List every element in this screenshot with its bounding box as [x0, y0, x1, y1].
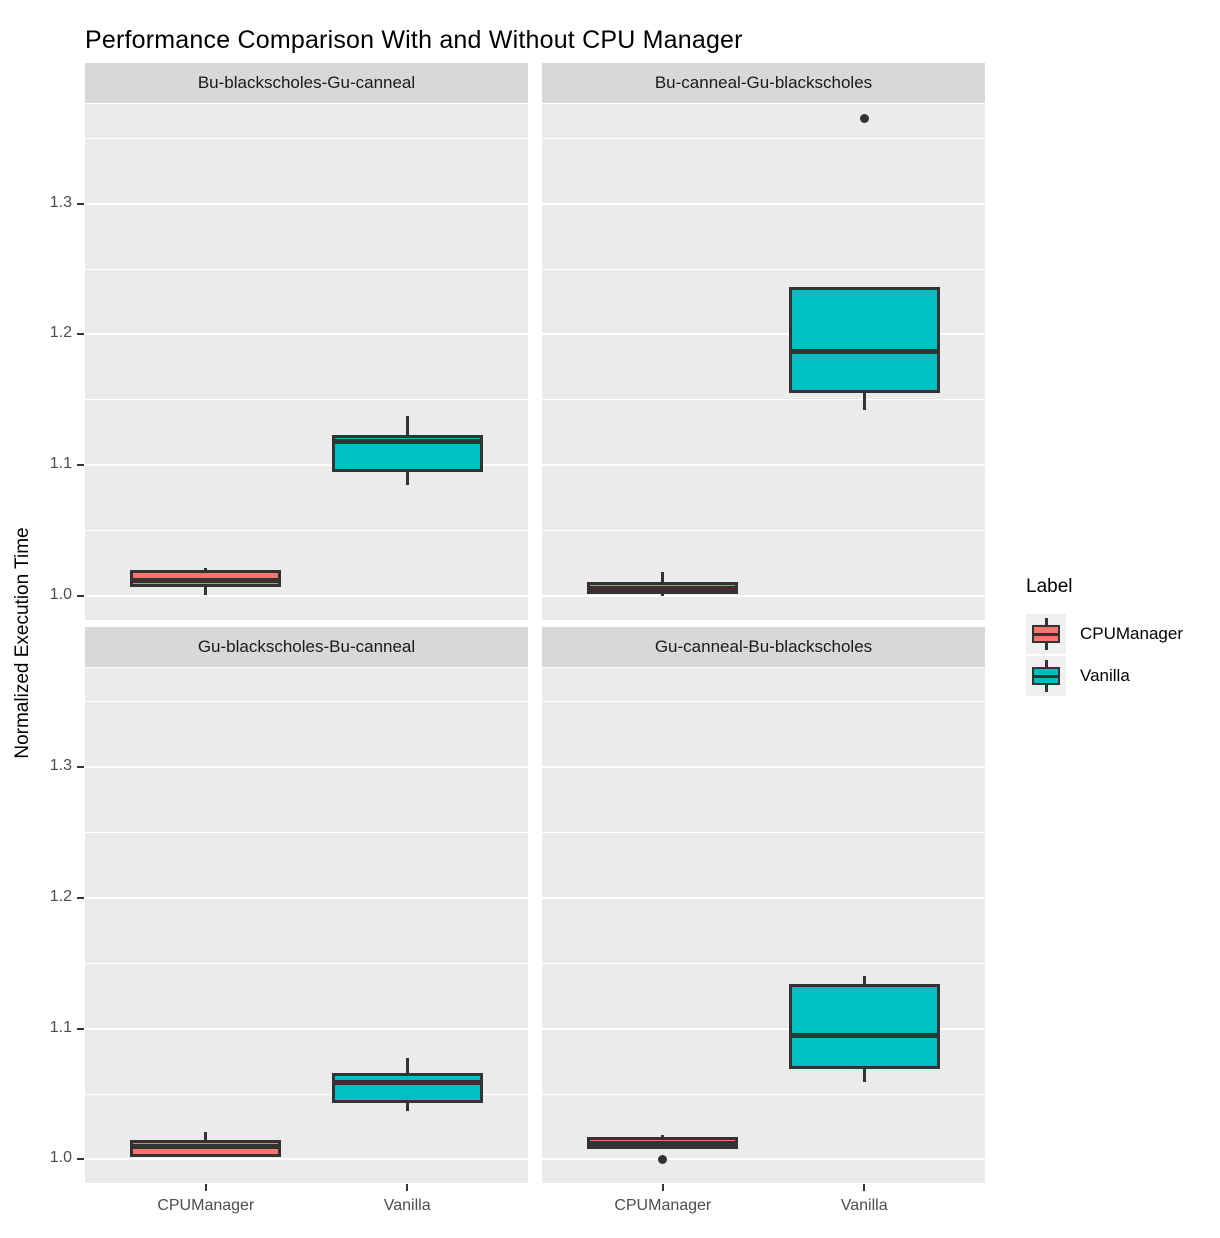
- legend-item-vanilla: Vanilla: [1026, 656, 1183, 696]
- y-axis-tick: [77, 1027, 84, 1030]
- y-tick-label: 1.0: [49, 1149, 72, 1167]
- boxplot-median-line: [791, 1032, 937, 1038]
- minor-gridline: [542, 268, 985, 270]
- facet-panel-background: [85, 668, 528, 1183]
- major-gridline: [542, 766, 985, 769]
- boxplot-median-line: [590, 586, 736, 592]
- y-tick-label: 1.3: [49, 193, 72, 211]
- x-tick-label: CPUManager: [614, 1197, 712, 1214]
- y-axis-tick: [77, 766, 84, 769]
- minor-gridline: [85, 701, 528, 703]
- minor-gridline: [85, 832, 528, 834]
- major-gridline: [85, 464, 528, 467]
- minor-gridline: [542, 701, 985, 703]
- minor-gridline: [85, 268, 528, 270]
- y-tick-label: 1.2: [49, 888, 72, 906]
- x-axis-tick: [406, 1184, 409, 1191]
- y-tick-label: 1.2: [49, 324, 72, 342]
- outlier-point: [658, 1154, 668, 1164]
- major-gridline: [85, 897, 528, 900]
- major-gridline: [85, 333, 528, 336]
- boxplot-median-line: [133, 1143, 279, 1149]
- legend-item-cpumanager: CPUManager: [1026, 614, 1183, 654]
- x-axis-tick: [863, 1184, 866, 1191]
- key-box: [1032, 625, 1060, 643]
- legend-item-label: Vanilla: [1080, 666, 1130, 685]
- key-median-line: [1034, 632, 1058, 636]
- major-gridline: [85, 595, 528, 598]
- minor-gridline: [85, 1093, 528, 1095]
- minor-gridline: [85, 962, 528, 964]
- x-tick-label: Vanilla: [383, 1197, 431, 1214]
- minor-gridline: [85, 530, 528, 532]
- x-tick-label: Vanilla: [840, 1197, 888, 1214]
- y-axis-tick: [77, 897, 84, 900]
- minor-gridline: [542, 530, 985, 532]
- chart-title: Performance Comparison With and Without …: [85, 26, 743, 54]
- major-gridline: [85, 1158, 528, 1161]
- y-axis-tick: [77, 595, 84, 598]
- boxplot-median-line: [334, 1079, 480, 1085]
- boxplot-box: [788, 287, 940, 394]
- minor-gridline: [542, 399, 985, 401]
- x-axis-tick: [204, 1184, 207, 1191]
- boxplot-key-icon: [1026, 614, 1066, 654]
- facet-strip-bu-blackscholes-gu-canneal: Bu-blackscholes-Gu-canneal: [85, 63, 528, 103]
- major-gridline: [85, 202, 528, 205]
- minor-gridline: [85, 137, 528, 139]
- y-tick-label: 1.1: [49, 1018, 72, 1036]
- key-box: [1032, 667, 1060, 685]
- boxplot-box: [331, 1073, 483, 1104]
- y-axis-tick: [77, 202, 84, 205]
- major-gridline: [542, 202, 985, 205]
- minor-gridline: [542, 137, 985, 139]
- facet-strip-bu-canneal-gu-blackscholes: Bu-canneal-Gu-blackscholes: [542, 63, 985, 103]
- major-gridline: [542, 1027, 985, 1030]
- boxplot-median-line: [334, 439, 480, 445]
- minor-gridline: [85, 399, 528, 401]
- y-axis-title: Normalized Execution Time: [12, 527, 33, 759]
- major-gridline: [542, 464, 985, 467]
- boxplot-median-line: [791, 349, 937, 355]
- major-gridline: [542, 897, 985, 900]
- y-axis-tick: [77, 1158, 84, 1161]
- major-gridline: [542, 333, 985, 336]
- key-median-line: [1034, 674, 1058, 678]
- outlier-point: [859, 113, 869, 123]
- x-tick-label: CPUManager: [157, 1197, 255, 1214]
- major-gridline: [542, 595, 985, 598]
- boxplot-median-line: [133, 578, 279, 584]
- y-tick-label: 1.1: [49, 455, 72, 473]
- boxplot-median-line: [590, 1141, 736, 1147]
- y-tick-label: 1.3: [49, 757, 72, 775]
- x-axis-tick: [661, 1184, 664, 1191]
- minor-gridline: [542, 832, 985, 834]
- minor-gridline: [542, 962, 985, 964]
- facet-strip-gu-blackscholes-bu-canneal: Gu-blackscholes-Bu-canneal: [85, 627, 528, 667]
- major-gridline: [542, 1158, 985, 1161]
- major-gridline: [85, 766, 528, 769]
- legend-title: Label: [1026, 576, 1073, 597]
- major-gridline: [85, 1027, 528, 1030]
- boxplot-key-icon: [1026, 656, 1066, 696]
- legend: Label CPUManager Vanilla: [1026, 576, 1183, 698]
- y-axis-tick: [77, 464, 84, 467]
- boxplot-box: [788, 984, 940, 1070]
- facet-panel-background: [85, 104, 528, 620]
- minor-gridline: [542, 1093, 985, 1095]
- facet-panel-background: [542, 668, 985, 1183]
- y-axis-tick: [77, 333, 84, 336]
- facet-strip-gu-canneal-bu-blackscholes: Gu-canneal-Bu-blackscholes: [542, 627, 985, 667]
- legend-item-label: CPUManager: [1080, 624, 1183, 643]
- y-tick-label: 1.0: [49, 586, 72, 604]
